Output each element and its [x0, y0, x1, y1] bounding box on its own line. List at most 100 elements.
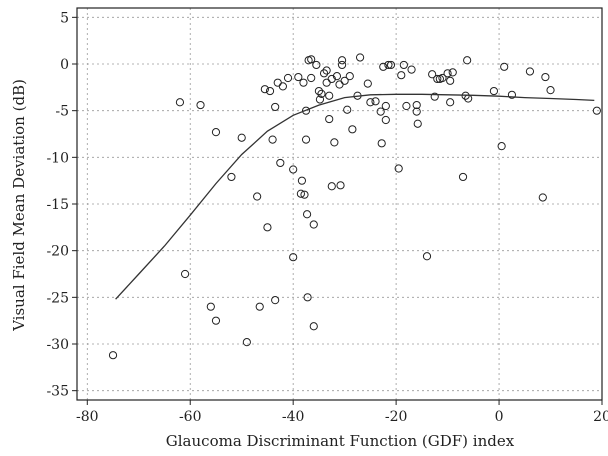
data-point [337, 56, 347, 65]
data-point [592, 106, 601, 115]
data-point [412, 107, 421, 116]
data-point [255, 302, 264, 311]
y-tick-label: 5 [60, 10, 69, 26]
data-point [309, 322, 318, 331]
data-point [438, 73, 447, 83]
data-point [381, 115, 390, 125]
data-point [343, 105, 352, 114]
data-point [525, 67, 535, 76]
data-point [371, 97, 380, 106]
data-point [312, 60, 321, 70]
data-point [448, 68, 457, 77]
data-point [463, 56, 472, 65]
data-point [289, 165, 298, 174]
data-point [340, 76, 349, 85]
data-point [327, 74, 336, 84]
data-point [303, 293, 312, 302]
data-point [422, 252, 432, 261]
data-point [402, 101, 411, 111]
data-point [336, 181, 345, 190]
y-axis-title: Visual Field Mean Deviation (dB) [10, 79, 28, 332]
data-point [322, 78, 331, 87]
data-point [379, 62, 388, 71]
data-point [289, 253, 298, 262]
y-tick-label: -25 [46, 290, 69, 306]
data-point [180, 269, 190, 279]
data-point [273, 78, 282, 87]
fit-curve [115, 93, 595, 300]
data-point [301, 106, 311, 115]
data-point [283, 73, 293, 83]
y-tick-label: -5 [55, 104, 69, 120]
y-tick-label: -35 [46, 384, 69, 400]
data-point [366, 98, 375, 107]
data-point [175, 98, 185, 107]
data-point [489, 86, 499, 96]
x-tick-label: -40 [282, 409, 305, 425]
y-tick-label: -10 [46, 150, 69, 166]
y-tick-label: 0 [60, 57, 69, 73]
data-point [294, 72, 303, 82]
data-point [381, 101, 390, 111]
data-points [108, 53, 601, 360]
data-point [227, 172, 236, 182]
data-point [307, 73, 316, 83]
x-tick-label: -80 [76, 409, 99, 425]
data-point [538, 193, 547, 202]
data-point [301, 135, 311, 144]
data-point [546, 86, 555, 95]
y-axis-ticks: 5 0 -5 -10 -15 -20 -25 -30 -35 [46, 10, 77, 400]
data-point [335, 80, 344, 89]
data-point [355, 53, 365, 62]
data-point [325, 91, 334, 100]
y-tick-label: -20 [46, 244, 69, 260]
y-tick-label: -30 [46, 337, 69, 353]
data-point [332, 72, 342, 81]
data-point [500, 62, 509, 71]
data-point [327, 182, 336, 191]
data-point [278, 82, 287, 91]
data-point [196, 100, 205, 110]
data-point [394, 164, 403, 173]
data-point [348, 125, 357, 134]
data-point [428, 70, 437, 79]
data-point [376, 107, 385, 116]
data-point [302, 210, 312, 219]
data-point [211, 128, 221, 137]
data-point [271, 102, 280, 112]
data-point [265, 86, 275, 96]
x-tick-label: 20 [593, 409, 608, 425]
data-point [322, 66, 331, 75]
data-point [253, 192, 262, 201]
data-point [497, 142, 506, 151]
data-point [330, 138, 339, 147]
data-point [397, 71, 406, 80]
x-axis-title: Glaucoma Discriminant Function (GDF) ind… [166, 432, 515, 450]
data-point [260, 85, 269, 94]
data-point [314, 86, 324, 96]
data-point [242, 338, 251, 347]
data-point [319, 69, 329, 78]
data-point [430, 92, 439, 101]
data-point [386, 60, 396, 70]
data-point [206, 302, 215, 311]
data-point [384, 60, 393, 70]
data-point [443, 69, 452, 78]
x-tick-label: -60 [179, 409, 202, 425]
data-point [446, 76, 455, 85]
data-point [363, 79, 372, 88]
data-point [268, 135, 277, 144]
data-point [345, 72, 354, 81]
data-point [317, 89, 326, 98]
data-point [108, 351, 118, 360]
data-point [276, 158, 285, 168]
data-point [412, 100, 421, 110]
data-point [297, 176, 307, 185]
x-tick-label: 0 [495, 409, 504, 425]
data-point [325, 114, 334, 124]
data-point [458, 172, 468, 182]
data-point [507, 90, 517, 99]
data-point [446, 98, 455, 107]
data-point [309, 220, 318, 229]
